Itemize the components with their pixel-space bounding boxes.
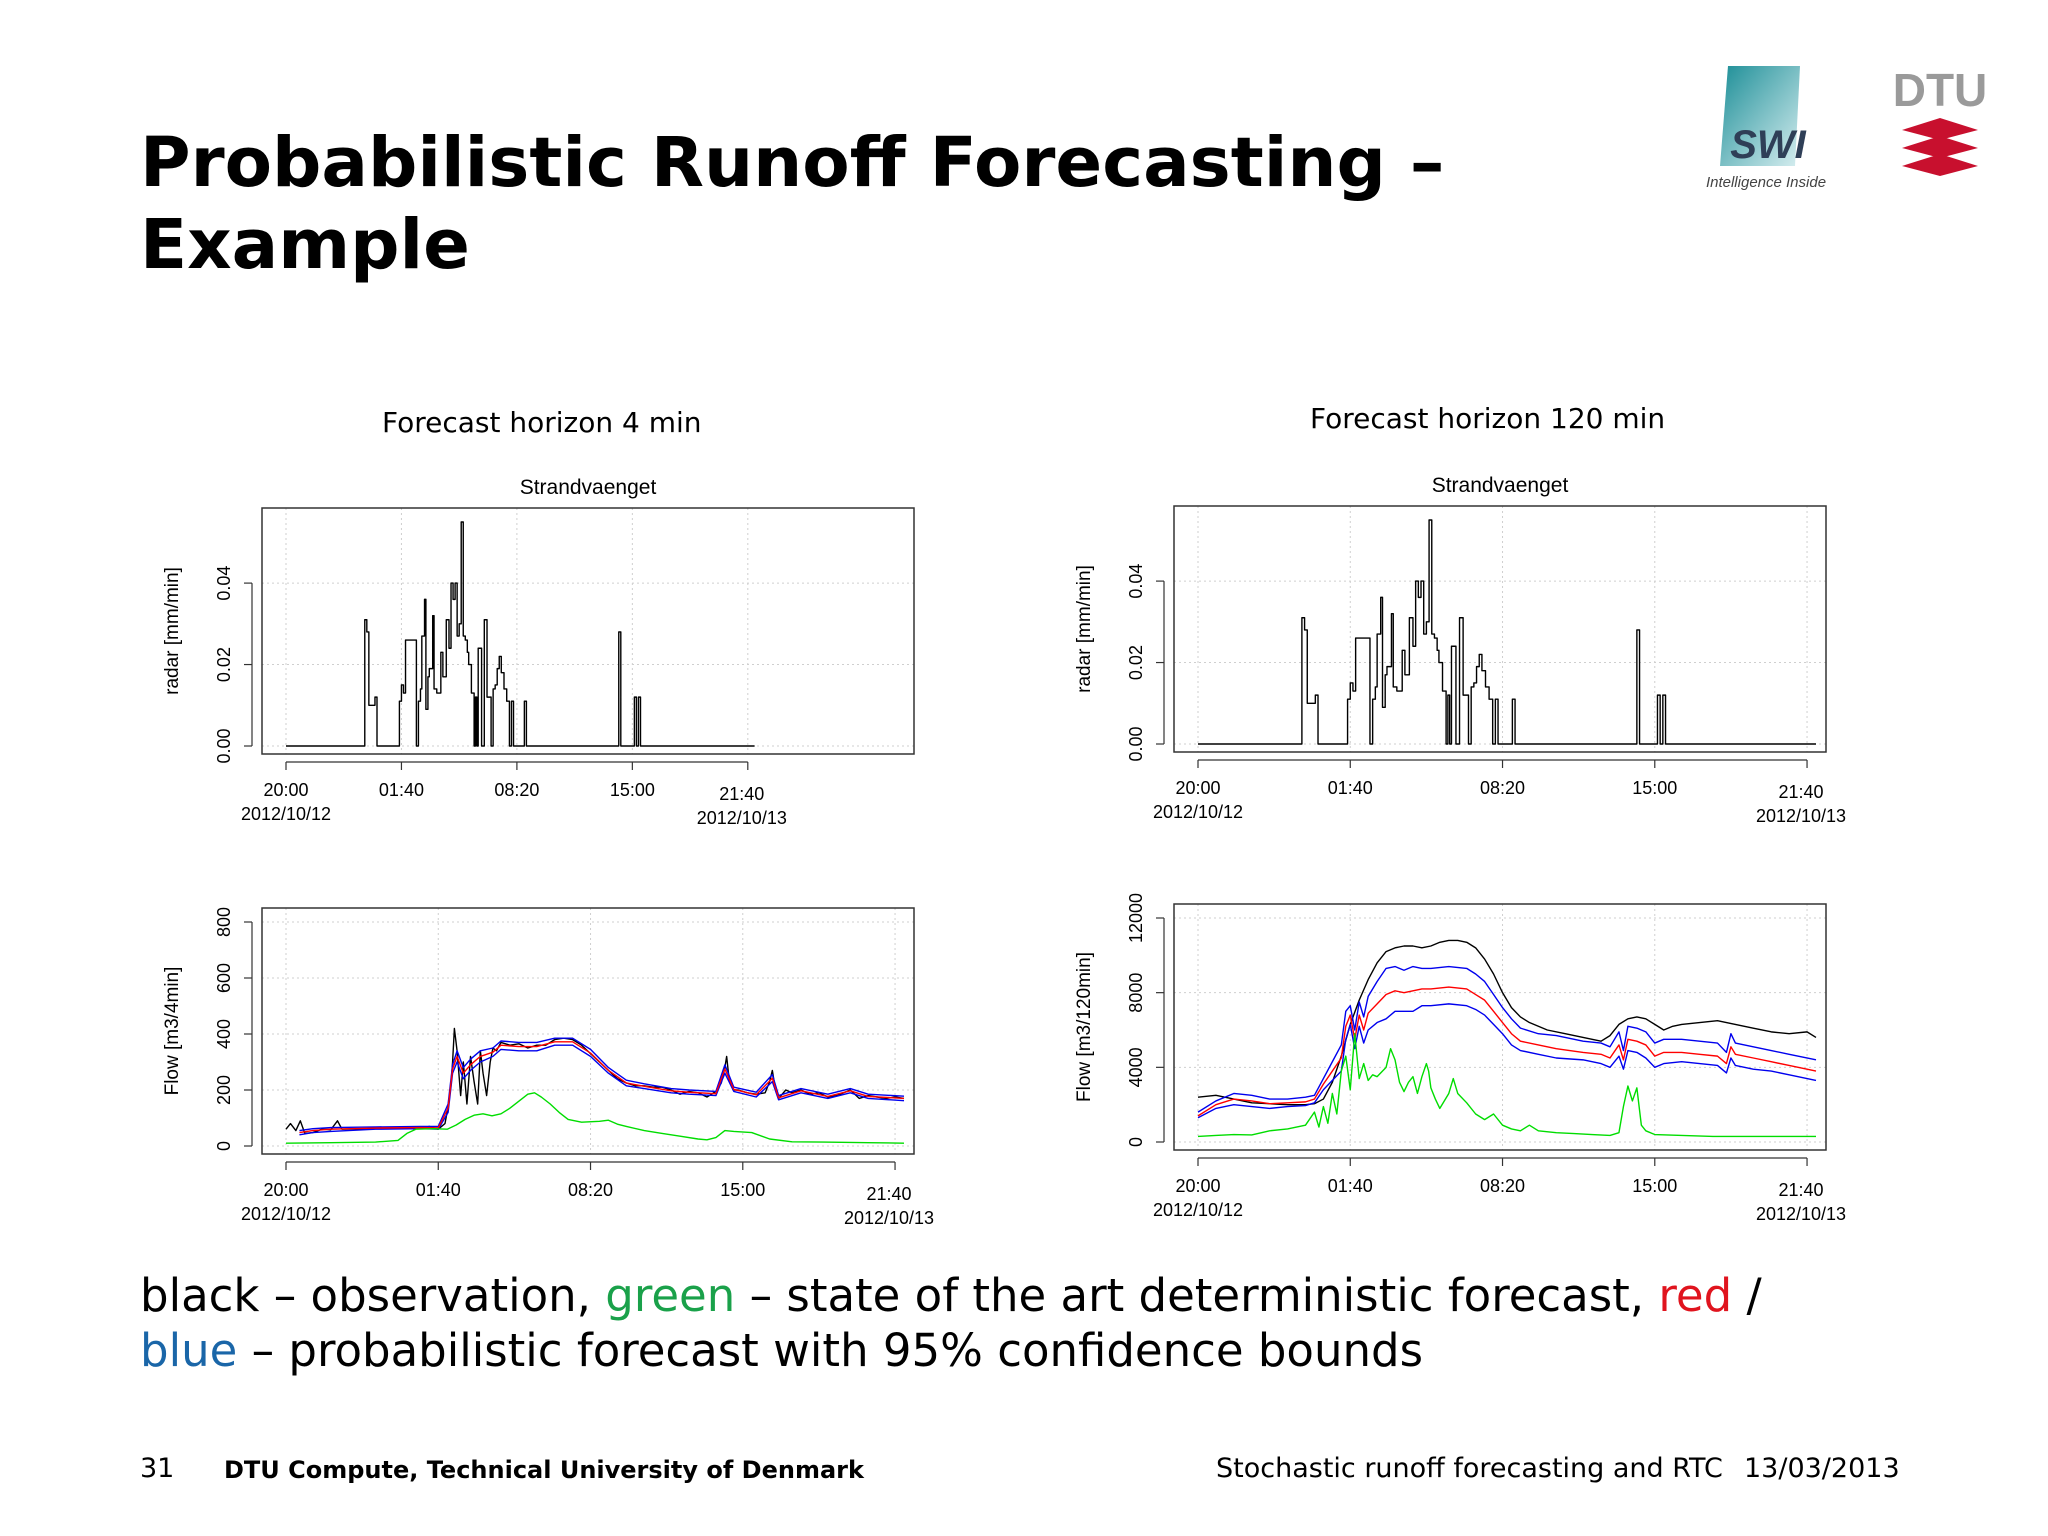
y-tick-label: 12000 xyxy=(1126,893,1146,943)
y-tick-label: 200 xyxy=(214,1075,234,1105)
plot-frame xyxy=(1173,505,1827,753)
plot-frame xyxy=(1173,903,1827,1151)
y-tick-label: 800 xyxy=(214,907,234,937)
x-tick-label: 01:40 xyxy=(379,780,424,800)
y-tick-label: 0.00 xyxy=(214,728,234,763)
series-line-bounds xyxy=(1197,965,1817,1113)
x-tick-label: 15:00 xyxy=(1632,778,1677,798)
y-axis-label: Flow [m3/120min] xyxy=(1074,952,1095,1102)
panel-left-title: Forecast horizon 4 min xyxy=(382,406,702,439)
y-tick-label: 0.04 xyxy=(1126,564,1146,599)
x-tick-label: 15:00 xyxy=(610,780,655,800)
x-tick-label: 20:00 xyxy=(263,1180,308,1200)
flow-chart-4min: 20:00 2012/10/12 01:40 08:20 15:00 21:40 2012/… xyxy=(162,907,934,1228)
y-tick-label: 0 xyxy=(214,1141,234,1151)
panel-right-title: Forecast horizon 120 min xyxy=(1310,402,1666,435)
x-tick-label: 2012/10/12 xyxy=(1153,802,1243,822)
x-tick-label: 08:20 xyxy=(1480,778,1525,798)
x-tick-label: 15:00 xyxy=(720,1180,765,1200)
logos-svg: SWI Intelligence Inside DTU xyxy=(1706,64,1988,191)
x-tick-label: 21:40 xyxy=(719,784,764,804)
slide-title-line2: Example xyxy=(140,205,470,285)
caption-part1: black – observation, xyxy=(140,1269,606,1322)
series-line-bounds xyxy=(299,1044,905,1136)
x-tick-label: 2012/10/12 xyxy=(241,804,331,824)
y-tick-label: 0.02 xyxy=(214,647,234,682)
flow-chart-120min: 20:00 2012/10/12 01:40 08:20 15:00 21:40 2012/… xyxy=(1074,893,1846,1224)
series-line-observation xyxy=(286,521,755,747)
series-line-bounds xyxy=(299,1037,905,1132)
x-tick-label: 01:40 xyxy=(1328,1176,1373,1196)
dtu-logo-text: DTU xyxy=(1893,64,1988,116)
footer-talk-title: Stochastic runoff forecasting and RTC xyxy=(1216,1453,1723,1484)
x-tick-label: 01:40 xyxy=(416,1180,461,1200)
x-tick-label: 21:40 xyxy=(867,1184,912,1204)
plot-frame xyxy=(261,507,915,755)
x-tick-label: 20:00 xyxy=(1175,1176,1220,1196)
series-line-probabilistic_mean xyxy=(1197,986,1817,1117)
x-tick-label: 21:40 xyxy=(1779,1180,1824,1200)
x-tick-label: 20:00 xyxy=(263,780,308,800)
series-line-observation xyxy=(285,1027,905,1135)
footer-date: 13/03/2013 xyxy=(1744,1453,1900,1484)
logo-area: SWI Intelligence Inside DTU xyxy=(1690,60,1990,200)
y-axis-label: radar [mm/min] xyxy=(1074,565,1095,693)
y-tick-label: 0.02 xyxy=(1126,645,1146,680)
x-tick-label: 21:40 xyxy=(1779,782,1824,802)
swi-tagline: Intelligence Inside xyxy=(1706,174,1826,191)
caption-red: red xyxy=(1658,1269,1733,1322)
series-line-observation xyxy=(1197,939,1817,1106)
x-tick-label: 2012/10/12 xyxy=(1153,1200,1243,1220)
y-tick-label: 0.00 xyxy=(1126,726,1146,761)
footer-institution: DTU Compute, Technical University of Den… xyxy=(224,1456,864,1484)
x-tick-label: 01:40 xyxy=(1328,778,1373,798)
x-tick-label: 08:20 xyxy=(568,1180,613,1200)
x-tick-label: 08:20 xyxy=(1480,1176,1525,1196)
swi-logo: SWI Intelligence Inside xyxy=(1706,66,1826,191)
slide-title: Probabilistic Runoff Forecasting – Examp… xyxy=(140,122,1444,286)
chart-title: Strandvaenget xyxy=(1432,474,1569,497)
x-tick-label: 15:00 xyxy=(1632,1176,1677,1196)
series-line-observation xyxy=(1198,519,1816,745)
dtu-logo: DTU xyxy=(1893,64,1988,176)
y-tick-label: 4000 xyxy=(1126,1047,1146,1087)
plot-frame xyxy=(261,907,915,1155)
caption-green: green xyxy=(605,1269,736,1322)
slide-title-line1: Probabilistic Runoff Forecasting – xyxy=(140,123,1445,203)
x-tick-label: 2012/10/13 xyxy=(697,808,787,828)
chart-title: Strandvaenget xyxy=(520,476,657,499)
caption-blue: blue xyxy=(140,1324,238,1377)
y-axis-label: radar [mm/min] xyxy=(162,567,183,695)
x-tick-label: 2012/10/13 xyxy=(1756,806,1846,826)
swi-logo-text: SWI xyxy=(1730,123,1806,167)
y-tick-label: 0 xyxy=(1126,1137,1146,1147)
x-tick-label: 2012/10/12 xyxy=(241,1204,331,1224)
series-line-deterministic xyxy=(285,1092,905,1144)
caption-part2: – state of the art deterministic forecas… xyxy=(735,1269,1659,1322)
x-tick-label: 20:00 xyxy=(1175,778,1220,798)
y-axis-label: Flow [m3/4min] xyxy=(162,967,183,1096)
caption-part4: – probabilistic forecast with 95% confid… xyxy=(237,1324,1424,1377)
y-tick-label: 400 xyxy=(214,1019,234,1049)
series-line-probabilistic_mean xyxy=(299,1041,905,1134)
x-tick-label: 08:20 xyxy=(494,780,539,800)
x-tick-label: 2012/10/13 xyxy=(844,1208,934,1228)
y-tick-label: 8000 xyxy=(1126,973,1146,1013)
series-line-bounds xyxy=(1197,1003,1817,1119)
x-tick-label: 2012/10/13 xyxy=(1756,1204,1846,1224)
caption: black – observation, green – state of th… xyxy=(140,1268,1940,1378)
y-tick-label: 600 xyxy=(214,963,234,993)
series-line-deterministic xyxy=(1197,1033,1816,1138)
caption-part3: / xyxy=(1732,1269,1762,1322)
page-number: 31 xyxy=(140,1453,175,1484)
rain-chart-4min: Strandvaenget 20:00 2012/10/12 01:40 08:20 15… xyxy=(162,476,915,828)
rain-chart-120min: Strandvaenget 20:00 2012/10/12 01:40 08:20 15… xyxy=(1074,474,1846,826)
y-tick-label: 0.04 xyxy=(214,566,234,601)
